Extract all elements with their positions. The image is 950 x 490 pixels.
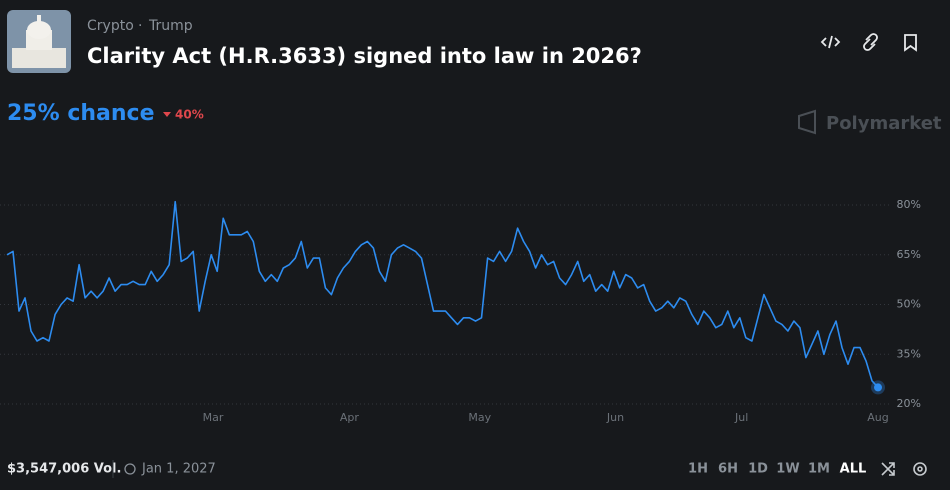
series-line <box>6 200 879 388</box>
change: 40% <box>175 108 204 122</box>
x-tick-label: Aug <box>867 411 888 424</box>
x-tick-label: Jun <box>606 411 624 424</box>
range-button[interactable]: 6H <box>718 462 738 477</box>
current-point <box>874 383 882 392</box>
chance: 25% chance <box>7 101 155 126</box>
embed-icon[interactable] <box>820 35 841 49</box>
y-tick-label: 65% <box>897 248 921 261</box>
volume: $3,547,006 Vol. <box>7 462 121 477</box>
brand-name: Polymarket <box>826 113 942 134</box>
range-selector: 1H 6H 1D 1W 1M ALL <box>688 462 866 477</box>
tag[interactable]: Trump <box>148 18 193 34</box>
link-icon[interactable] <box>863 33 878 51</box>
shuffle-icon[interactable] <box>881 462 895 476</box>
y-tick-label: 80% <box>897 198 921 211</box>
y-tick-label: 20% <box>897 397 921 410</box>
range-button[interactable]: 1H <box>688 462 708 477</box>
clock-icon <box>124 463 136 475</box>
range-button[interactable]: 1W <box>776 462 799 477</box>
plot: 20% 35% 50% 65% 80% Mar Apr May Jun Jul Aug <box>0 198 921 424</box>
x-tick-label: Mar <box>203 411 224 424</box>
y-tick-label: 50% <box>897 298 921 311</box>
market-title: Clarity Act (H.R.3633) signed into law i… <box>87 44 642 68</box>
chart-tools <box>881 462 927 476</box>
x-tick-label: Apr <box>340 411 360 424</box>
range-button[interactable]: ALL <box>840 462 867 477</box>
range-button[interactable]: 1M <box>808 462 830 477</box>
change-arrow <box>163 112 171 117</box>
brand: Polymarket <box>798 109 942 135</box>
header-actions <box>820 33 917 52</box>
settings-icon[interactable] <box>913 462 927 476</box>
x-tick-label: May <box>468 411 491 424</box>
end-date: Jan 1, 2027 <box>141 462 216 477</box>
bookmark-icon[interactable] <box>904 34 917 52</box>
settings-icon-center <box>917 466 923 472</box>
market-thumbnail <box>7 10 71 73</box>
separator: · <box>138 18 142 34</box>
category[interactable]: Crypto <box>87 18 134 34</box>
range-button[interactable]: 1D <box>748 462 768 477</box>
x-tick-label: Jul <box>734 411 748 424</box>
y-tick-label: 35% <box>897 347 921 360</box>
